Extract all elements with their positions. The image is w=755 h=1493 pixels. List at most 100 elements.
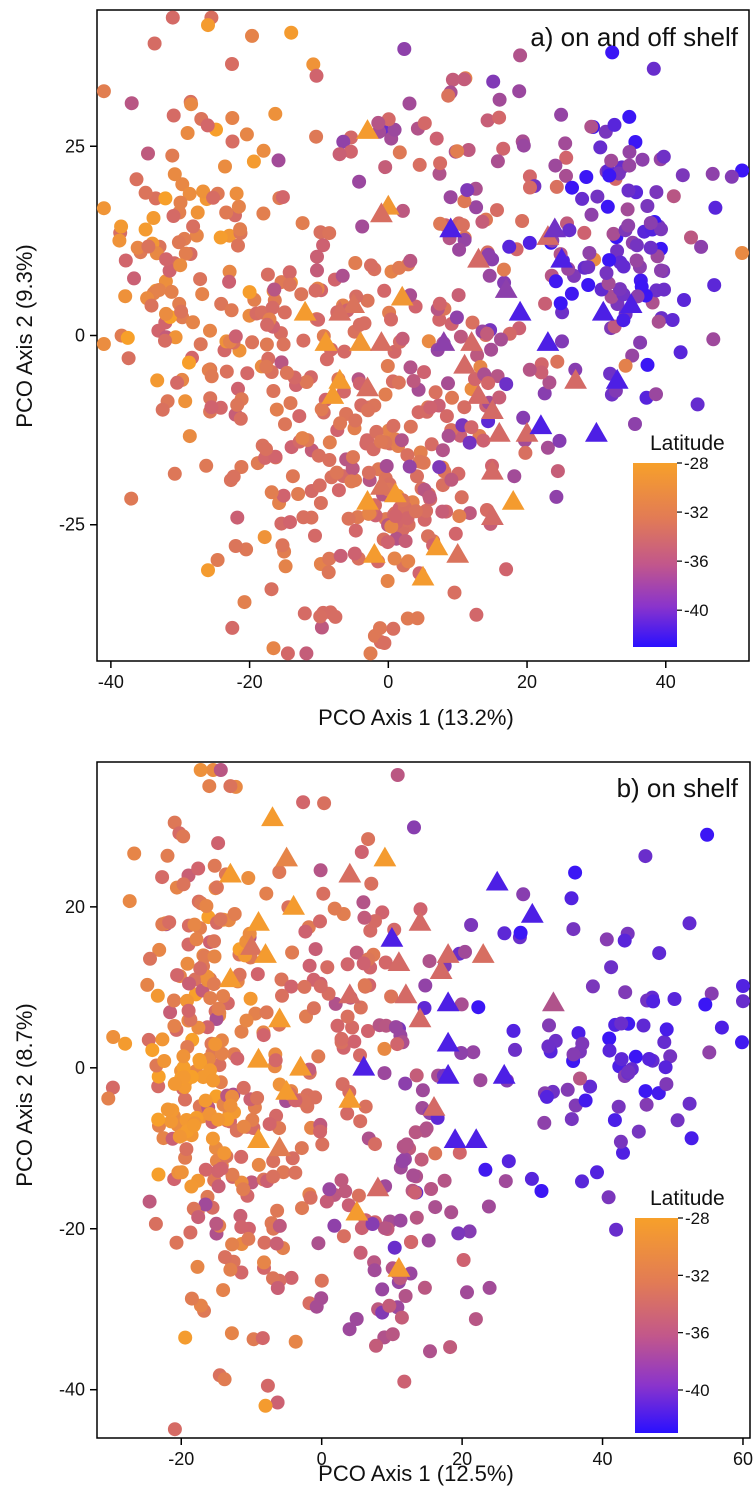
circle-point — [169, 1235, 184, 1250]
circle-point — [176, 877, 191, 892]
circle-point — [164, 284, 179, 299]
circle-point — [600, 199, 615, 214]
circle-point — [322, 551, 337, 566]
circle-point — [673, 345, 688, 360]
circle-point — [173, 258, 188, 273]
circle-point — [497, 926, 512, 941]
circle-point — [524, 1171, 539, 1186]
panel-b-y-axis-title: PCO Axis 2 (8.7%) — [12, 1003, 37, 1186]
circle-point — [575, 191, 590, 206]
circle-point — [313, 1124, 328, 1139]
colorbar-tick-label: -28 — [685, 1209, 710, 1228]
circle-point — [167, 466, 182, 481]
circle-point — [583, 1079, 598, 1094]
circle-point — [404, 1235, 419, 1250]
circle-point — [496, 262, 511, 277]
circle-point — [601, 276, 616, 291]
circle-point — [306, 1001, 321, 1016]
triangle-point — [275, 1080, 298, 1100]
circle-point — [564, 891, 579, 906]
circle-point — [207, 858, 222, 873]
circle-point — [638, 849, 653, 864]
circle-point — [199, 458, 214, 473]
circle-point — [198, 1197, 213, 1212]
circle-point — [638, 1084, 653, 1099]
circle-point — [690, 397, 705, 412]
circle-point — [211, 1001, 226, 1016]
circle-point — [278, 417, 292, 432]
circle-point — [230, 1051, 245, 1066]
circle-point — [413, 902, 428, 917]
triangle-point — [550, 247, 574, 268]
circle-point — [184, 1179, 199, 1194]
circle-point — [217, 1372, 232, 1387]
circle-point — [166, 108, 181, 123]
circle-point — [245, 28, 259, 43]
circle-point — [322, 435, 337, 450]
circle-point — [428, 385, 443, 400]
panel-a-data-points — [96, 10, 750, 661]
circle-point — [129, 172, 144, 187]
circle-point — [259, 337, 274, 352]
circle-point — [466, 1045, 481, 1060]
x-tick-label: 60 — [733, 1449, 753, 1469]
circle-point — [171, 235, 186, 250]
circle-point — [284, 25, 299, 40]
circle-point — [421, 1233, 436, 1248]
circle-point — [469, 200, 484, 215]
circle-point — [601, 1190, 616, 1205]
circle-point — [539, 1089, 554, 1104]
triangle-point — [494, 278, 518, 298]
circle-point — [138, 185, 153, 200]
circle-point — [328, 996, 343, 1011]
circle-point — [211, 1112, 226, 1127]
circle-point — [409, 1210, 424, 1225]
circle-point — [327, 1218, 342, 1233]
circle-point — [422, 490, 437, 504]
triangle-point — [591, 300, 615, 321]
circle-point — [387, 1240, 402, 1255]
triangle-point — [370, 474, 393, 495]
circle-point — [735, 1035, 749, 1050]
circle-point — [193, 961, 208, 976]
triangle-point — [481, 459, 504, 480]
circle-point — [417, 365, 431, 380]
circle-point — [606, 226, 621, 241]
colorbar-tick-label: -40 — [684, 601, 709, 620]
circle-point — [565, 180, 579, 195]
circle-point — [522, 235, 537, 250]
circle-point — [150, 988, 165, 1003]
circle-point — [183, 1225, 198, 1240]
triangle-point — [240, 935, 263, 955]
triangle-point — [268, 1007, 291, 1028]
circle-point — [457, 194, 472, 209]
circle-point — [609, 1222, 624, 1237]
circle-point — [377, 636, 392, 650]
circle-point — [182, 429, 197, 444]
circle-point — [361, 465, 376, 480]
panel-a-x-axis-title: PCO Axis 1 (13.2%) — [318, 705, 514, 730]
circle-point — [456, 1253, 471, 1267]
circle-point — [398, 1076, 413, 1091]
circle-point — [211, 836, 226, 851]
circle-point — [112, 233, 127, 248]
circle-point — [443, 1340, 458, 1355]
circle-point — [458, 944, 472, 959]
circle-point — [264, 582, 279, 597]
panel-a-y-axis-title: PCO Axis 2 (9.3%) — [12, 244, 37, 427]
circle-point — [257, 530, 272, 545]
circle-point — [223, 1262, 238, 1277]
circle-point — [468, 1312, 483, 1327]
circle-point — [182, 976, 196, 991]
circle-point — [178, 1092, 192, 1107]
y-tick-label: 20 — [65, 897, 85, 917]
circle-point — [298, 924, 313, 939]
circle-point — [455, 218, 470, 233]
circle-point — [363, 646, 378, 661]
triangle-point — [492, 1063, 516, 1084]
circle-point — [230, 510, 245, 525]
circle-point — [124, 96, 139, 111]
circle-point — [347, 1034, 362, 1049]
circle-point — [432, 460, 447, 475]
circle-point — [309, 1299, 324, 1314]
